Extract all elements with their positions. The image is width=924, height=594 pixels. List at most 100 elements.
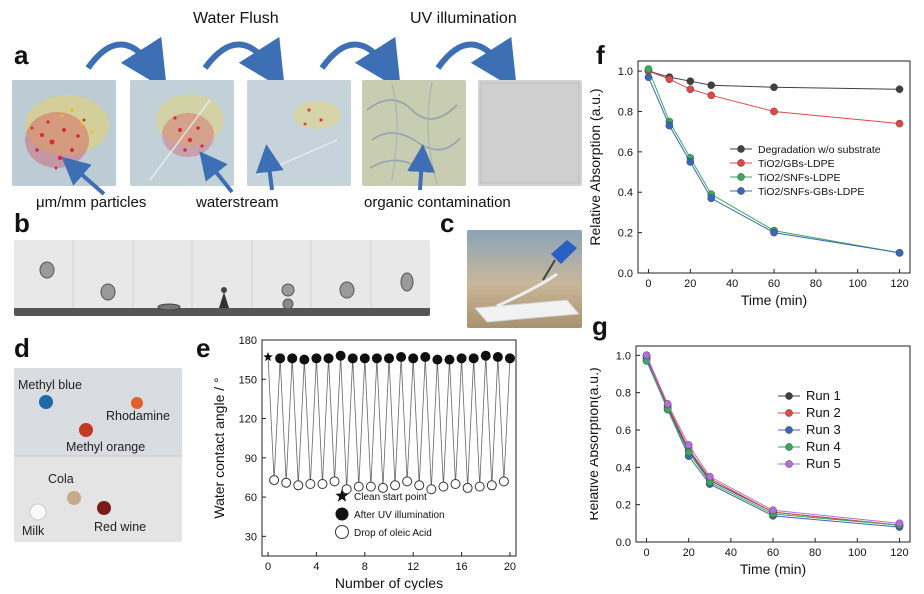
uv-point: [444, 354, 455, 365]
arrow-4: [435, 36, 517, 90]
legend-marker: [737, 187, 745, 195]
label-cola: Cola: [48, 472, 74, 486]
panel-label-f: f: [596, 40, 605, 70]
caption-particles: μm/mm particles: [36, 194, 147, 211]
oleic-point: [414, 480, 425, 491]
oleic-point: [450, 479, 461, 489]
series-point: [684, 448, 693, 457]
panel-label-b: b: [14, 208, 30, 238]
y-tick-label: 0.2: [618, 228, 633, 240]
legend-marker: [785, 392, 793, 400]
legend-label: Run 4: [806, 439, 841, 454]
uv-point: [480, 350, 491, 361]
x-axis-label: Time (min): [740, 561, 806, 577]
rhodamine-drop: [131, 397, 143, 409]
label-methyl-orange: Methyl orange: [66, 440, 146, 454]
series-point: [770, 83, 778, 92]
x-tick-label: 12: [407, 561, 419, 573]
chart-e-contact-angle: 0 4 8 12 16 20 30 60 90 120 150 180 Number of cycles…: [211, 335, 517, 590]
series-line: [646, 355, 900, 524]
x-tick-label: 120: [890, 547, 908, 559]
y-axis-label: Relative Absorption(a.u.): [590, 367, 601, 520]
y-tick-label: 0.4: [616, 462, 631, 474]
y-axis-label: Relative Absorption (a.u.): [590, 88, 603, 245]
legend-label: Run 1: [806, 388, 841, 403]
series-point: [684, 441, 693, 449]
photo-flexible-film: [467, 230, 582, 328]
y-tick-label: 0.2: [616, 500, 631, 512]
x-axis-label: Number of cycles: [335, 575, 443, 590]
uv-illumination-title: UV illumination: [410, 10, 517, 27]
y-tick-label: 1.0: [616, 350, 631, 362]
x-tick-label: 120: [890, 278, 908, 290]
series-point: [665, 121, 674, 130]
y-tick-label: 0.6: [616, 425, 631, 437]
x-tick-label: 20: [684, 278, 696, 290]
uv-point: [275, 353, 286, 364]
uv-point: [287, 353, 298, 364]
uv-point: [359, 353, 370, 364]
uv-point: [396, 352, 407, 363]
oleic-point: [377, 482, 388, 493]
legend-marker: [785, 460, 793, 468]
chart-g-recycle-runs: 0 20 40 60 80 100 120 0.0 0.2 0.4 0.6 0.8 1.0 Time (m…: [590, 345, 911, 577]
uv-point: [420, 352, 431, 363]
oleic-point: [486, 480, 497, 491]
legend-after-uv: After UV illumination: [354, 510, 445, 521]
series-point: [644, 65, 653, 73]
oleic-point: [353, 481, 364, 492]
label-milk: Milk: [22, 524, 45, 538]
y-tick-label: 60: [245, 492, 257, 504]
x-tick-label: 20: [683, 547, 695, 559]
arrow-1: [85, 36, 167, 90]
caption-organic-contamination: organic contamination: [364, 194, 511, 211]
process-arrows: [85, 36, 517, 90]
legend-oleic-acid: Drop of oleic Acid: [354, 528, 432, 539]
photo-liquid-drops: Methyl blue Rhodamine Methyl orange Cola…: [14, 368, 182, 542]
uv-point: [456, 353, 467, 364]
oleic-point: [281, 477, 292, 488]
series-point: [686, 77, 695, 85]
series-point: [686, 85, 695, 94]
legend-open-marker: [335, 525, 349, 539]
uv-point: [492, 352, 503, 363]
series-point: [770, 107, 778, 116]
legend-clean-start: Clean start point: [354, 492, 427, 503]
oleic-point: [317, 479, 328, 489]
legend-label: Run 5: [806, 456, 841, 471]
series-point: [642, 351, 651, 360]
x-tick-label: 0: [643, 547, 649, 559]
series-point: [770, 228, 778, 237]
x-tick-label: 8: [362, 561, 368, 573]
red-wine-drop: [97, 501, 111, 515]
series-line: [648, 70, 900, 125]
uv-point: [335, 350, 346, 361]
oleic-point: [293, 480, 304, 491]
oleic-point: [474, 481, 485, 492]
legend-marker: [737, 173, 745, 181]
legend-filled-marker: [335, 507, 349, 521]
x-tick-label: 0: [265, 561, 271, 573]
oleic-point: [438, 481, 449, 492]
uv-point: [371, 353, 382, 364]
series-point: [686, 158, 695, 166]
oleic-point: [329, 476, 340, 487]
y-tick-label: 0.8: [616, 388, 631, 400]
panel-label-g: g: [592, 311, 608, 341]
series-point: [707, 194, 716, 203]
legend-label: Run 3: [806, 422, 841, 437]
y-tick-label: 120: [239, 414, 257, 426]
x-tick-label: 60: [767, 547, 779, 559]
oleic-point: [462, 482, 473, 493]
x-tick-label: 60: [768, 278, 780, 290]
arrow-3: [319, 36, 401, 90]
x-tick-label: 16: [455, 561, 467, 573]
oleic-point: [390, 480, 401, 491]
chart-f-degradation: 0 20 40 60 80 100 120 0.0 0.2 0.4 0.6 0.8 1.0 Time (m…: [590, 60, 911, 308]
series-point: [895, 249, 904, 257]
legend-marker: [737, 145, 745, 153]
legend-marker: [785, 426, 793, 434]
clean-start-point: [263, 352, 273, 362]
panel-label-d: d: [14, 333, 30, 363]
legend-label: TiO2/SNFs-GBs-LDPE: [758, 186, 864, 198]
